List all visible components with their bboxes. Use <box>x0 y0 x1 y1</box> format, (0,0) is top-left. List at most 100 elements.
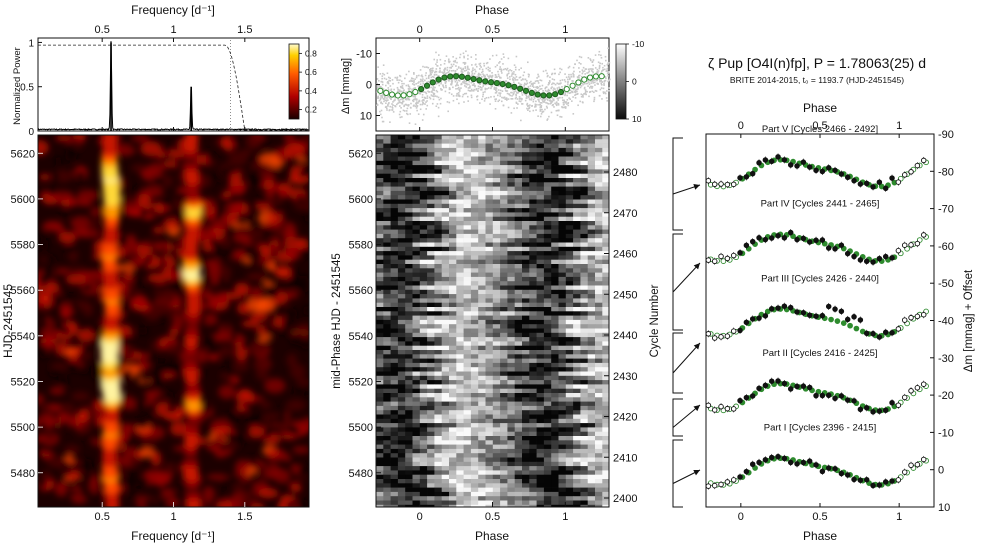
dl-y2tick-label: 2460 <box>613 249 637 261</box>
black-point <box>813 313 819 319</box>
black-point <box>870 330 876 337</box>
black-point <box>863 330 870 337</box>
black-point <box>781 157 788 163</box>
black-point <box>705 177 712 184</box>
black-point <box>901 469 908 475</box>
dl-y2tick-label: 2410 <box>613 452 637 464</box>
black-point <box>908 462 914 469</box>
black-point <box>825 303 832 310</box>
black-point <box>768 378 775 384</box>
black-point <box>762 313 769 319</box>
cycle-bracket <box>672 137 683 231</box>
black-point <box>838 470 845 477</box>
bl-ytick-label: -30 <box>938 353 954 365</box>
black-point <box>762 236 769 243</box>
ps-xtick-label: 1.5 <box>237 24 252 36</box>
figure-subtitle: BRITE 2014-2015, t₀ = 1193.7 (HJD-245154… <box>730 75 904 85</box>
dl-ytick-label: 5600 <box>349 194 373 206</box>
phase-bin-point <box>400 92 407 99</box>
ps-ytick-label: 0 <box>28 127 34 138</box>
phase-bin-point <box>418 85 425 93</box>
dl-ytick-label: 5580 <box>349 240 373 252</box>
part-group-4: Part I [Cycles 2396 - 2415] <box>705 423 929 490</box>
black-point <box>895 477 902 483</box>
black-point <box>819 468 826 475</box>
bl-ytick-label: -40 <box>938 316 954 328</box>
black-point <box>794 461 800 467</box>
black-point <box>844 316 851 323</box>
black-point <box>705 331 712 337</box>
pl-xtick-label: 0 <box>417 24 423 36</box>
black-point <box>762 157 769 163</box>
black-point <box>705 257 712 263</box>
black-point <box>838 393 845 399</box>
black-point <box>737 250 743 256</box>
black-point <box>737 397 743 404</box>
phase-bin-point <box>482 78 489 85</box>
black-point <box>756 160 762 166</box>
part-group-1: Part IV [Cycles 2441 - 2465] <box>705 199 929 266</box>
black-point <box>711 258 718 265</box>
dynamic-lightcurve-xlabel: Phase <box>475 529 509 543</box>
dl-y2tick-label: 2420 <box>613 412 637 424</box>
black-point <box>749 393 756 399</box>
black-point <box>730 252 737 259</box>
black-point <box>730 181 737 188</box>
black-point <box>889 255 895 261</box>
black-point <box>882 253 889 260</box>
black-point <box>743 174 750 180</box>
phase-bin-point <box>499 80 506 88</box>
black-point <box>762 382 769 389</box>
tf-ytick-label: 5600 <box>11 194 35 206</box>
tf-ytick-label: 5500 <box>11 422 35 434</box>
black-point <box>800 383 807 389</box>
cycle-arrowhead <box>693 405 700 412</box>
phase-bin-point <box>598 73 605 80</box>
black-point <box>844 250 851 257</box>
dl-y2tick-label: 2480 <box>613 167 637 179</box>
black-point <box>876 408 883 414</box>
black-point <box>724 333 731 339</box>
black-point <box>743 394 750 401</box>
binned-lightcurves-ylabel: Δm [mmag] + Offset <box>963 269 975 372</box>
bl-ytick-label: -60 <box>938 241 954 253</box>
black-point <box>901 317 908 323</box>
dl-ytick-label: 5480 <box>349 468 373 480</box>
pl-ytick-label: 10 <box>360 111 372 123</box>
pl-ytick-label: -10 <box>356 49 372 61</box>
black-point <box>718 253 724 260</box>
black-point <box>832 465 838 472</box>
binned-lightcurves-xlabel: Phase <box>803 529 837 543</box>
black-point <box>825 165 832 171</box>
dynamic-lightcurve-ylabel: mid-Phase HJD - 2451545 <box>331 253 343 389</box>
black-point <box>775 154 781 160</box>
black-point <box>870 259 876 265</box>
phase-bin-point <box>534 91 541 98</box>
tf-ytick-label: 5560 <box>11 285 35 297</box>
phase-bin-point <box>586 74 594 81</box>
bl-ytick-label: -70 <box>938 204 954 216</box>
black-point <box>756 385 762 392</box>
part-group-0: Part V [Cycles 2466 - 2492] <box>705 124 929 192</box>
black-point <box>825 465 832 471</box>
black-point <box>819 392 826 399</box>
black-point <box>787 459 794 466</box>
phase-bin-point <box>464 74 471 81</box>
dl-ytick-label: 5560 <box>349 285 373 297</box>
black-point <box>813 167 819 174</box>
dl-ytick-label: 5620 <box>349 148 373 160</box>
black-point <box>800 309 807 316</box>
black-point <box>832 246 838 252</box>
black-point <box>920 232 927 238</box>
black-point <box>870 409 876 415</box>
phase-bin-point <box>581 76 588 83</box>
dl-ytick-label: 5520 <box>349 376 373 388</box>
black-point <box>794 309 800 315</box>
dl-xtick-label: 0 <box>417 511 423 523</box>
ps-ytick-label: 1 <box>28 38 34 49</box>
bl-ytick-label: -90 <box>938 129 954 141</box>
black-point <box>908 242 914 248</box>
phase-bin-point <box>447 73 454 80</box>
black-point <box>787 386 794 392</box>
bl-ytick-label: 0 <box>938 465 944 477</box>
